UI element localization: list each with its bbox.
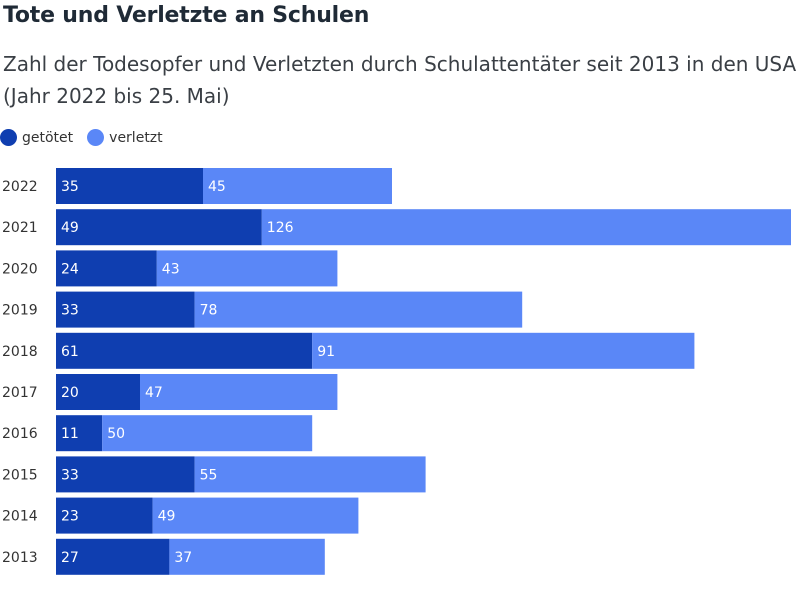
tick-label-2013: 2013 — [2, 550, 38, 566]
tick-label-2016: 2016 — [2, 426, 38, 442]
legend-label-injured: verletzt — [109, 129, 163, 146]
data-label-injured-2016: 50 — [107, 426, 125, 442]
bar-killed-2015 — [56, 456, 195, 493]
bar-killed-2022 — [56, 168, 203, 204]
bar-killed-2019 — [56, 291, 195, 328]
data-label-injured-2019: 78 — [200, 303, 218, 319]
legend-swatch-killed — [0, 129, 17, 146]
legend-swatch-injured — [87, 129, 105, 146]
bar-injured-2013 — [169, 538, 325, 575]
bar-killed-2013 — [56, 538, 170, 575]
data-label-killed-2018: 61 — [61, 344, 79, 360]
data-label-killed-2021: 49 — [61, 220, 79, 236]
bar-killed-2014 — [56, 497, 153, 534]
data-label-injured-2020: 43 — [162, 261, 180, 277]
bar-injured-2015 — [194, 456, 426, 493]
legend-item-injured: verletzt — [87, 129, 163, 146]
bar-injured-2020 — [156, 250, 338, 287]
bar-injured-2016 — [102, 415, 313, 452]
data-label-injured-2017: 47 — [145, 385, 163, 401]
bar-injured-2018 — [312, 332, 695, 369]
bar-killed-2017 — [56, 374, 140, 410]
data-label-injured-2018: 91 — [317, 344, 335, 360]
data-label-killed-2014: 23 — [61, 509, 79, 525]
data-label-killed-2013: 27 — [61, 550, 79, 566]
data-label-injured-2013: 37 — [174, 550, 192, 566]
data-label-killed-2015: 33 — [61, 467, 79, 483]
chart-subtitle: Zahl der Todesopfer und Verletzten durch… — [3, 52, 797, 108]
bar-injured-2022 — [203, 168, 392, 204]
data-label-killed-2017: 20 — [61, 385, 79, 401]
bar-killed-2018 — [56, 332, 313, 369]
bar-killed-2016 — [56, 415, 103, 452]
tick-label-2019: 2019 — [2, 303, 38, 319]
tick-label-2020: 2020 — [2, 261, 38, 277]
tick-label-2014: 2014 — [2, 509, 38, 525]
data-label-injured-2015: 55 — [200, 467, 218, 483]
legend-label-killed: getötet — [22, 129, 74, 146]
bar-killed-2020 — [56, 250, 157, 287]
data-label-killed-2016: 11 — [61, 426, 79, 442]
tick-label-2017: 2017 — [2, 385, 38, 401]
bar-killed-2021 — [56, 209, 262, 246]
bar-injured-2019 — [194, 291, 523, 328]
data-label-killed-2022: 35 — [61, 179, 79, 195]
legend-item-killed: getötet — [0, 129, 73, 146]
bar-injured-2017 — [140, 374, 338, 410]
tick-label-2015: 2015 — [2, 467, 38, 483]
bar-injured-2021 — [261, 209, 791, 246]
data-label-killed-2020: 24 — [61, 261, 79, 277]
bar-injured-2014 — [152, 497, 359, 534]
tick-label-2018: 2018 — [2, 344, 38, 360]
chart-title: Tote und Verletzte an Schulen — [3, 3, 370, 28]
data-label-injured-2021: 126 — [267, 220, 294, 236]
tick-label-2022: 2022 — [2, 179, 38, 195]
tick-label-2021: 2021 — [2, 220, 38, 236]
legend: getötet verletzt — [0, 129, 177, 146]
data-label-injured-2014: 49 — [158, 509, 176, 525]
data-label-killed-2019: 33 — [61, 303, 79, 319]
data-label-injured-2022: 45 — [208, 179, 226, 195]
